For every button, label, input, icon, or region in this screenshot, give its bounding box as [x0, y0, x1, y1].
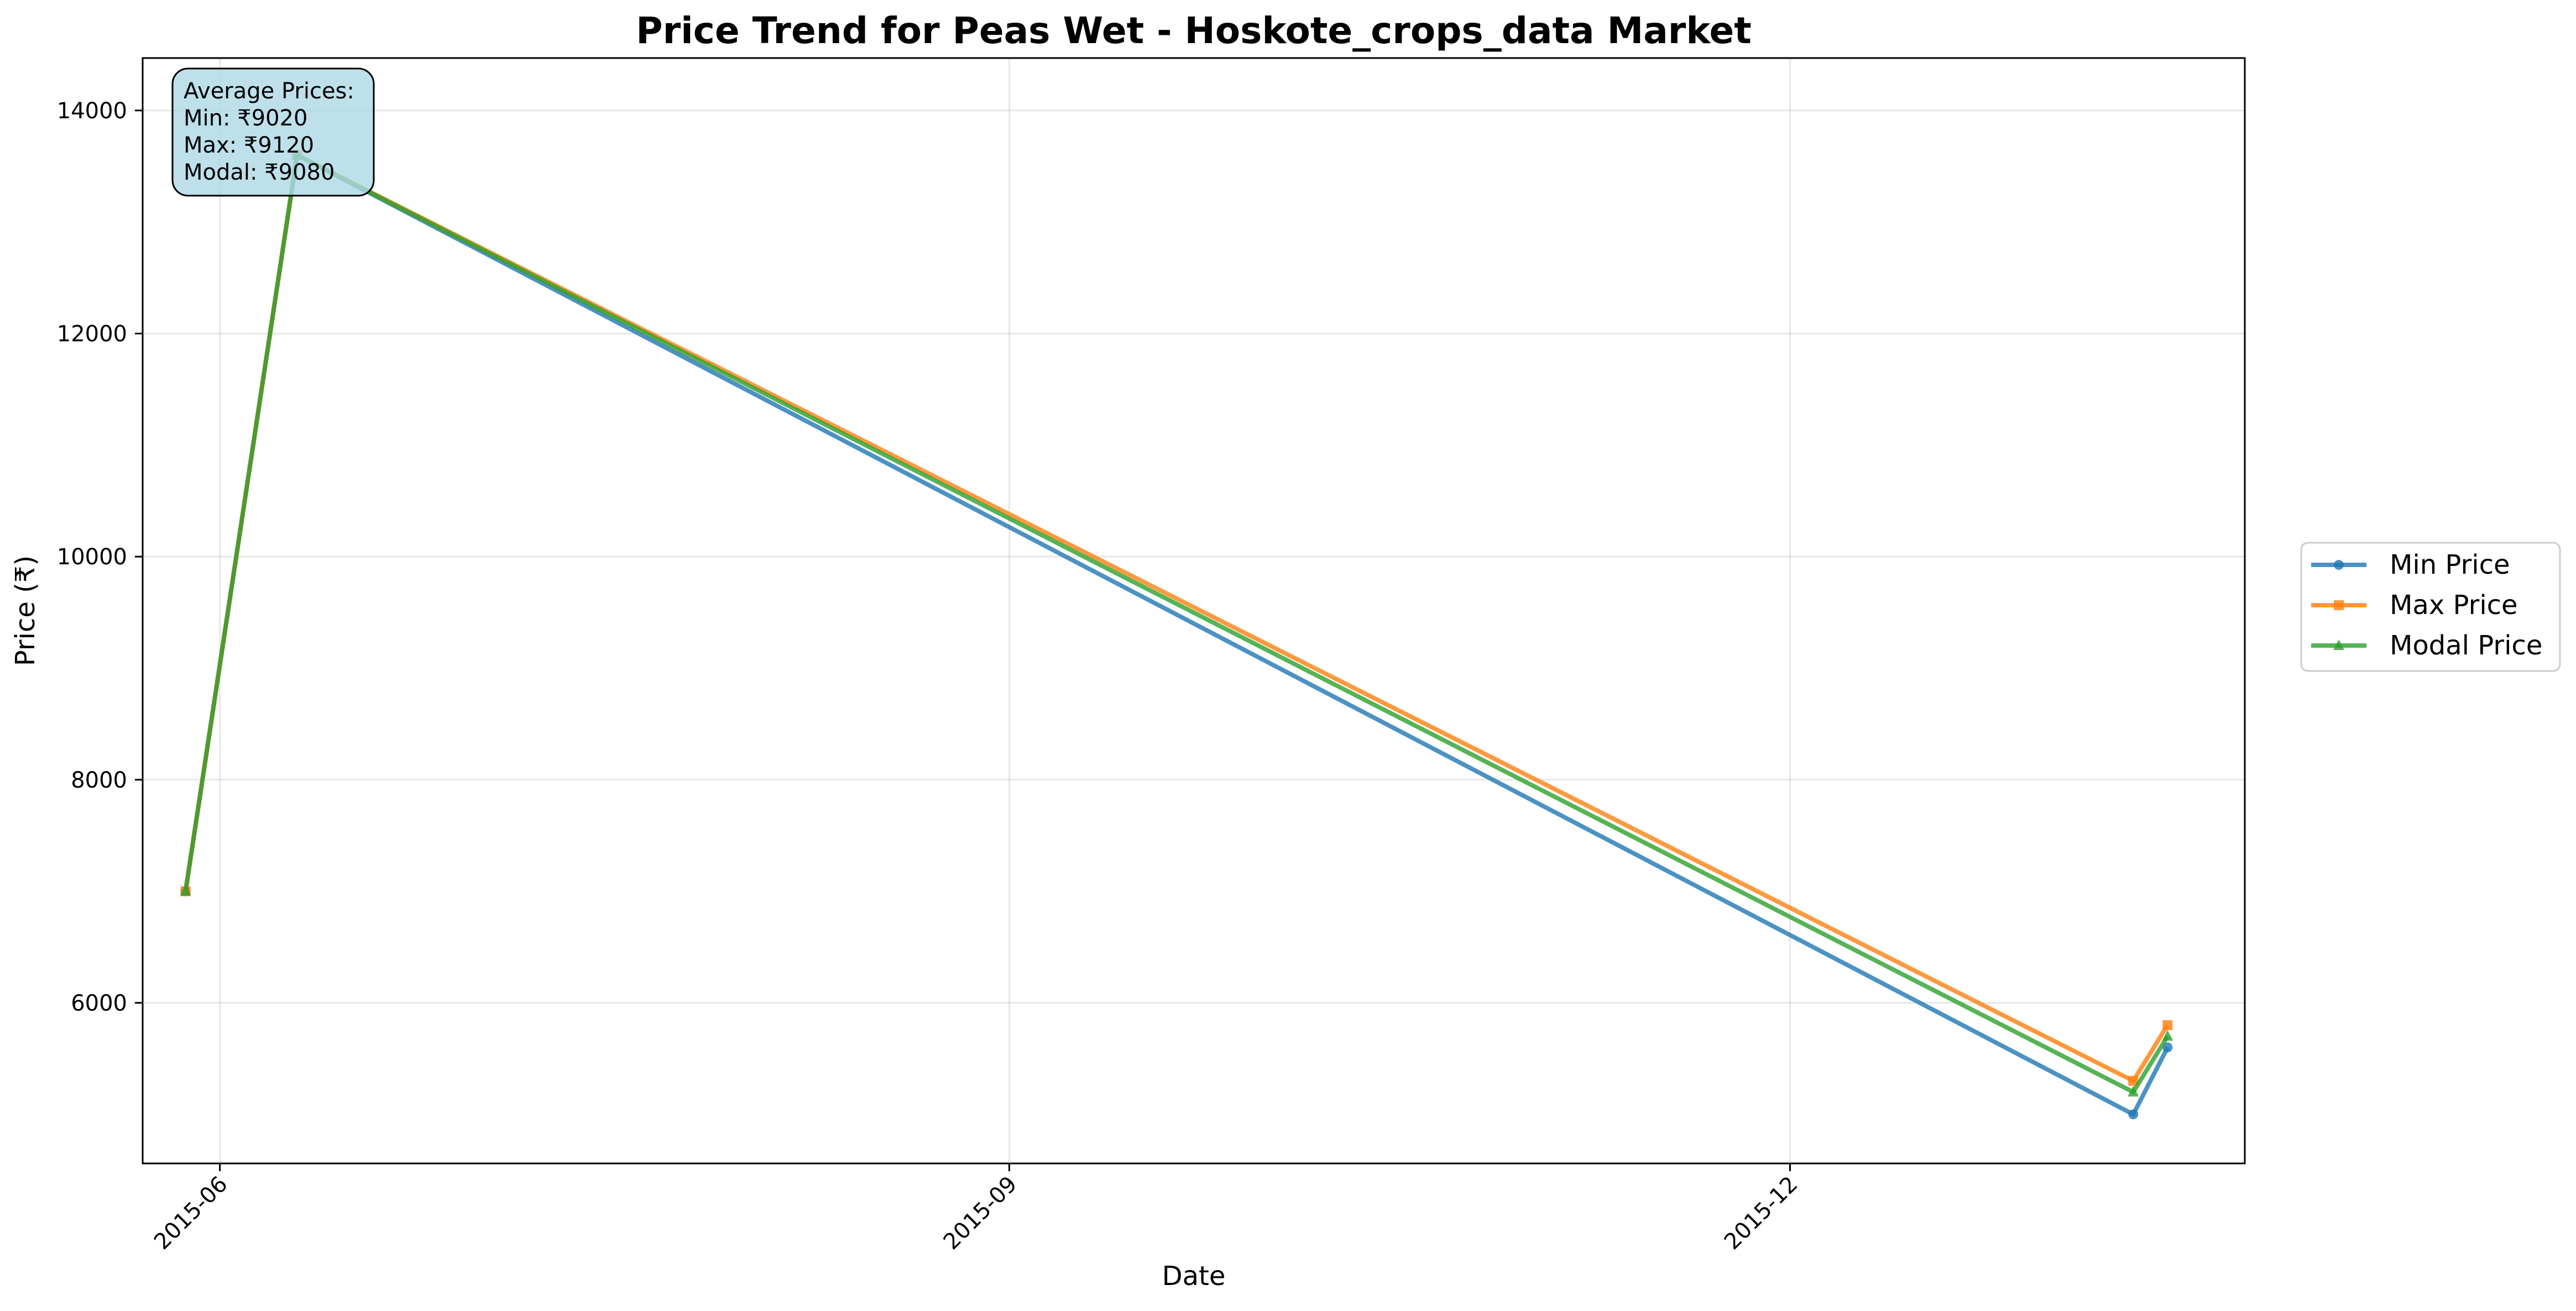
y-tick-label: 10000 — [57, 544, 127, 570]
legend-swatch-marker — [2333, 639, 2344, 650]
legend-label: Min Price — [2390, 549, 2510, 580]
legend-item-modal-price: Modal Price — [2311, 630, 2542, 661]
chart-title: Price Trend for Peas Wet - Hoskote_crops… — [636, 9, 1752, 52]
average-prices-annotation: Average Prices: Min: ₹9020 Max: ₹9120 Mo… — [171, 67, 375, 197]
plot-frame — [142, 57, 2246, 1165]
y-tick-label: 6000 — [71, 990, 127, 1016]
modal-price-point — [180, 885, 191, 896]
modal-price-line — [183, 153, 2170, 1094]
modal-price-point — [2128, 1085, 2139, 1097]
min-price-point — [2128, 1109, 2139, 1120]
grid — [143, 58, 2245, 1163]
legend-item-max-price: Max Price — [2311, 590, 2518, 621]
annotation-max: Max: ₹9120 — [184, 133, 314, 158]
y-tick-label: 14000 — [57, 98, 127, 124]
annotation-heading: Average Prices: — [184, 78, 354, 104]
legend: Min Price Max Price Modal Price — [2300, 542, 2561, 672]
legend-item-min-price: Min Price — [2311, 549, 2510, 580]
x-axis-label: Date — [1162, 1261, 1226, 1292]
legend-swatch-marker — [2334, 560, 2344, 570]
modal-price-point — [2162, 1030, 2173, 1041]
legend-label: Modal Price — [2390, 630, 2542, 661]
y-tick-label: 12000 — [57, 321, 127, 347]
annotation-background — [171, 67, 375, 197]
legend-label: Max Price — [2390, 590, 2518, 621]
legend-frame — [2300, 542, 2561, 672]
max-price-point — [2128, 1076, 2139, 1086]
legend-swatch-marker — [2334, 600, 2344, 610]
annotation-modal: Modal: ₹9080 — [184, 160, 335, 185]
y-axis-label: Price (₹) — [10, 555, 41, 666]
min-price-point — [2162, 1042, 2173, 1053]
annotation-min: Min: ₹9020 — [184, 106, 307, 131]
max-price-point — [2162, 1020, 2173, 1030]
y-tick-label: 8000 — [71, 768, 127, 793]
